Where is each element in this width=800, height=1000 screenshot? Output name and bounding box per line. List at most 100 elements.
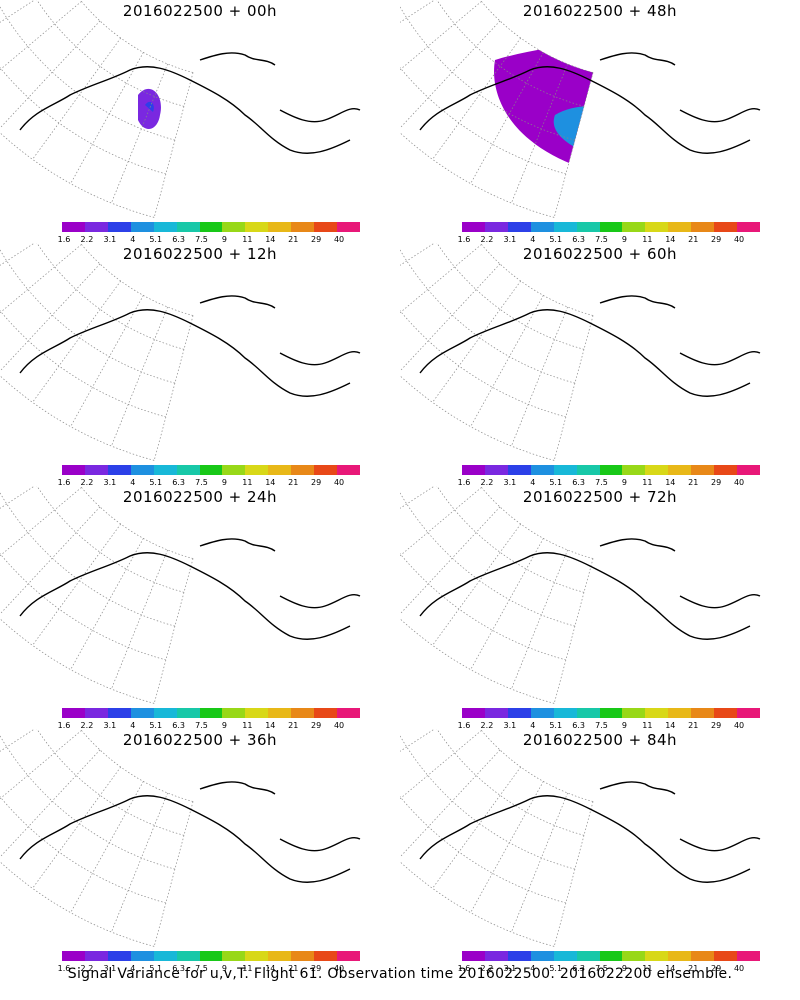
colorbar-label: 7.5 [595, 964, 608, 973]
coastline [419, 295, 761, 397]
colorbar-label: 40 [333, 721, 345, 730]
colorbar-segment [714, 222, 738, 232]
colorbar-segment [268, 708, 292, 718]
colorbar-segment [337, 222, 360, 232]
colorbar-label: 40 [333, 478, 345, 487]
colorbar-label: 14 [265, 721, 276, 730]
colorbar-label: 14 [265, 478, 276, 487]
colorbar-segment [199, 465, 223, 475]
colorbar-label: 1.6 [57, 235, 71, 244]
colorbar-segment [291, 222, 315, 232]
colorbar-segment [291, 708, 315, 718]
colorbar-label: 3.1 [103, 721, 117, 730]
colorbar-segment [576, 708, 600, 718]
polar-map [0, 486, 361, 704]
forecast-panel: 2016022500 + 00h 1.6 2.2 3.1 4 5.1 6.3 7.5 9 11 14… [0, 0, 400, 244]
variance-contour [150, 765, 300, 803]
colorbar-label: 9 [621, 478, 627, 487]
colorbar-label: 40 [333, 964, 345, 973]
colorbar-label: 9 [621, 235, 627, 244]
colorbar [462, 222, 760, 232]
forecast-panel: 2016022500 + 60h 1.6 2.2 3.1 4 5.1 6.3 7.5 9 11 14… [400, 243, 800, 487]
colorbar-segment [622, 465, 646, 475]
colorbar-label: 21 [288, 478, 299, 487]
colorbar [462, 951, 760, 961]
colorbar-segment [530, 465, 554, 475]
panel-title: 2016022500 + 12h [122, 245, 278, 263]
colorbar-label: 2.2 [80, 478, 94, 487]
coastline [19, 538, 361, 640]
colorbar-segment [337, 708, 360, 718]
colorbar-label: 14 [665, 478, 676, 487]
graticule [0, 0, 194, 218]
colorbar-segment [153, 708, 177, 718]
variance-contour [645, 796, 688, 829]
colorbar-label: 7.5 [595, 235, 608, 244]
polar-map [0, 729, 361, 947]
colorbar-segment [668, 951, 692, 961]
colorbar-label: 40 [733, 478, 745, 487]
colorbar-segment [691, 465, 715, 475]
colorbar-label: 1.6 [57, 478, 71, 487]
forecast-panel: 2016022500 + 84h 1.6 2.2 3.1 4 5.1 6.3 7.5 9 11 14… [400, 729, 800, 973]
coastline [19, 52, 361, 154]
variance-contour [470, 768, 718, 908]
forecast-panel: 2016022500 + 72h 1.6 2.2 3.1 4 5.1 6.3 7.5 9 11 14… [400, 486, 800, 730]
colorbar-labels: 1.6 2.2 3.1 4 5.1 6.3 7.5 9 11 14 21 29 40 [458, 235, 760, 245]
colorbar-label: 21 [288, 964, 299, 973]
colorbar-label: 6.3 [172, 721, 185, 730]
variance-contour [560, 598, 598, 616]
colorbar-label: 9 [621, 721, 627, 730]
colorbar-label: 3.1 [503, 721, 517, 730]
coastline [419, 781, 761, 883]
colorbar-label: 4 [530, 478, 536, 487]
colorbar-label: 11 [242, 478, 253, 487]
colorbar-segment [599, 465, 623, 475]
colorbar-labels: 1.6 2.2 3.1 4 5.1 6.3 7.5 9 11 14 21 29 40 [58, 964, 360, 974]
colorbar-segment [668, 465, 692, 475]
variance-contour [524, 340, 625, 388]
panel-title: 2016022500 + 48h [522, 2, 678, 20]
colorbar-segment [291, 951, 315, 961]
colorbar-segment [222, 465, 246, 475]
colorbar-segment [645, 708, 669, 718]
colorbar-label: 4 [130, 478, 136, 487]
colorbar-segment [553, 222, 577, 232]
colorbar-segment [153, 951, 177, 961]
colorbar-label: 2.2 [80, 964, 94, 973]
colorbar-label: 3.1 [103, 235, 117, 244]
colorbar-label: 5.1 [549, 721, 563, 730]
graticule [400, 0, 594, 218]
colorbar-label: 11 [642, 235, 653, 244]
colorbar-segment [130, 222, 154, 232]
colorbar-segment [62, 951, 85, 961]
colorbar-segment [599, 951, 623, 961]
colorbar-label: 7.5 [195, 964, 208, 973]
colorbar-label: 2.2 [480, 721, 494, 730]
colorbar-label: 21 [288, 235, 299, 244]
colorbar [462, 465, 760, 475]
colorbar-label: 1.6 [457, 964, 471, 973]
colorbar-label: 21 [688, 235, 699, 244]
colorbar-label: 2.2 [480, 478, 494, 487]
colorbar-segment [268, 465, 292, 475]
colorbar-segment [337, 951, 360, 961]
colorbar-segment [737, 222, 760, 232]
colorbar-segment [245, 708, 269, 718]
colorbar-label: 40 [733, 964, 745, 973]
colorbar-labels: 1.6 2.2 3.1 4 5.1 6.3 7.5 9 11 14 21 29 40 [58, 478, 360, 488]
colorbar-segment [222, 708, 246, 718]
colorbar [62, 951, 360, 961]
variance-contour [640, 49, 705, 83]
colorbar-label: 14 [665, 235, 676, 244]
colorbar [62, 465, 360, 475]
colorbar-label: 21 [688, 964, 699, 973]
colorbar-segment [199, 708, 223, 718]
graticule [400, 729, 594, 947]
colorbar-segment [107, 951, 131, 961]
coastline [419, 52, 761, 154]
colorbar-segment [622, 708, 646, 718]
graticule [400, 486, 594, 704]
colorbar-label: 9 [221, 235, 227, 244]
colorbar-label: 11 [642, 964, 653, 973]
